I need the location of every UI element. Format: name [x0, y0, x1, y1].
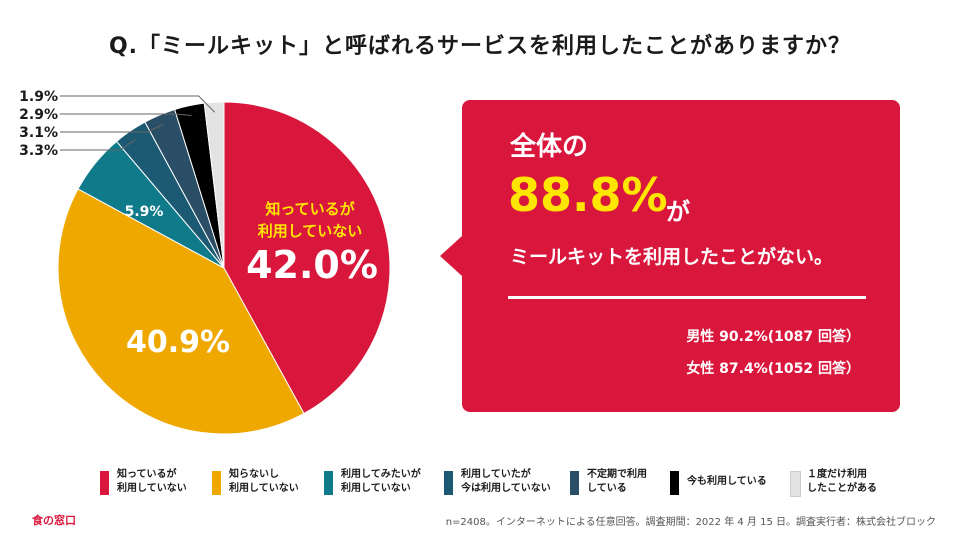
- summary-callout: 全体の 88.8% が ミールキットを利用したことがない。 男性 90.2%(1…: [440, 100, 900, 412]
- callout-female: 女性 87.4%(1052 回答）: [686, 361, 860, 377]
- data-label: 3.3%: [19, 143, 58, 159]
- legend-label: 知っているが 利用していない: [117, 469, 187, 494]
- data-label: 1.9%: [19, 89, 58, 105]
- leader-line: [60, 123, 164, 133]
- callout-divider: [508, 296, 866, 299]
- legend-label: 不定期で利用 している: [587, 469, 647, 494]
- legend-label: 利用してみたいが 利用していない: [341, 469, 421, 494]
- legend-swatch: [570, 471, 579, 495]
- legend-label: 知らないし 利用していない: [229, 469, 299, 494]
- legend: 知っているが 利用していない 知らないし 利用していない 利用してみたいが 利用して…: [100, 468, 920, 502]
- leader-line: [60, 138, 137, 151]
- callout-male: 男性 90.2%(1087 回答）: [686, 329, 860, 345]
- legend-swatch: [324, 471, 333, 495]
- data-label: 40.9%: [126, 325, 230, 360]
- pie-slice: [57, 188, 305, 435]
- leader-line: [60, 95, 216, 113]
- callout-particle: が: [666, 198, 690, 226]
- legend-swatch: [670, 471, 679, 495]
- slice-name-label: 知っているが: [265, 200, 355, 218]
- slice-name-label: 利用していない: [258, 222, 363, 240]
- callout-text: ミールキットを利用したことがない。: [510, 246, 834, 268]
- legend-label: １度だけ利用 したことがある: [807, 469, 877, 494]
- legend-swatch: [790, 471, 801, 497]
- callout-lead: 全体の: [510, 132, 589, 162]
- data-label: 2.9%: [19, 107, 58, 123]
- pie-slice: [223, 101, 391, 415]
- callout-percentage: 88.8%: [508, 168, 668, 222]
- leader-line: [60, 113, 192, 116]
- survey-note: n=2408。インターネットによる任意回答。調査期間：2022 年 4 月 15…: [445, 517, 936, 528]
- data-label: 42.0%: [246, 243, 378, 287]
- legend-swatch: [212, 471, 221, 495]
- data-label: 5.9%: [125, 204, 164, 220]
- legend-swatch: [444, 471, 453, 495]
- legend-swatch: [100, 471, 109, 495]
- chart-title: Q.「ミールキット」と呼ばれるサービスを利用したことがありますか？: [108, 34, 852, 59]
- data-label: 3.1%: [19, 125, 58, 141]
- legend-label: 利用していたが 今は利用していない: [461, 469, 551, 494]
- pie-slice: [203, 101, 225, 269]
- source-logo-text: 食の窓口: [32, 514, 76, 527]
- legend-label: 今も利用している: [687, 476, 767, 487]
